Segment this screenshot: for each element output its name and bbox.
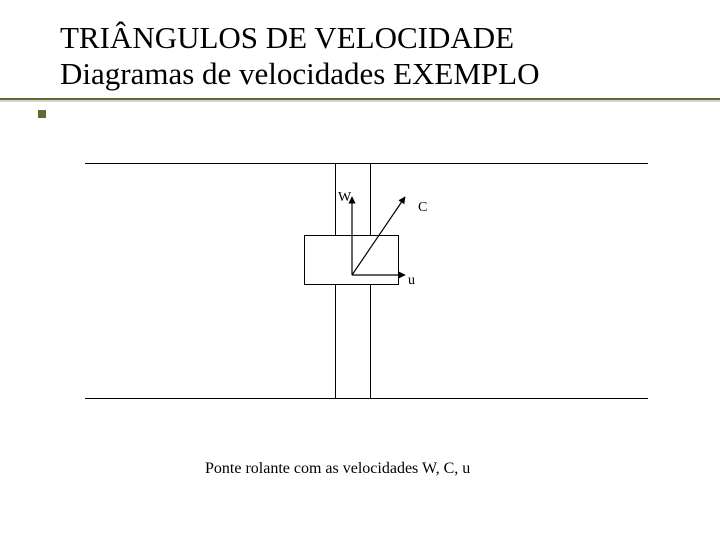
label-w: W xyxy=(338,190,351,206)
accent-rule-main xyxy=(0,98,720,100)
bullet-icon xyxy=(38,110,46,118)
track-bottom xyxy=(85,398,648,399)
title-line-2: Diagramas de velocidades EXEMPLO xyxy=(60,56,660,92)
accent-rule-shadow xyxy=(0,100,720,102)
crane-box xyxy=(304,235,399,285)
title-block: TRIÂNGULOS DE VELOCIDADE Diagramas de ve… xyxy=(60,20,660,91)
caption: Ponte rolante com as velocidades W, C, u xyxy=(205,460,470,478)
track-top xyxy=(85,163,648,164)
label-u: u xyxy=(408,273,415,289)
label-c: C xyxy=(418,200,427,216)
title-line-1: TRIÂNGULOS DE VELOCIDADE xyxy=(60,20,660,56)
